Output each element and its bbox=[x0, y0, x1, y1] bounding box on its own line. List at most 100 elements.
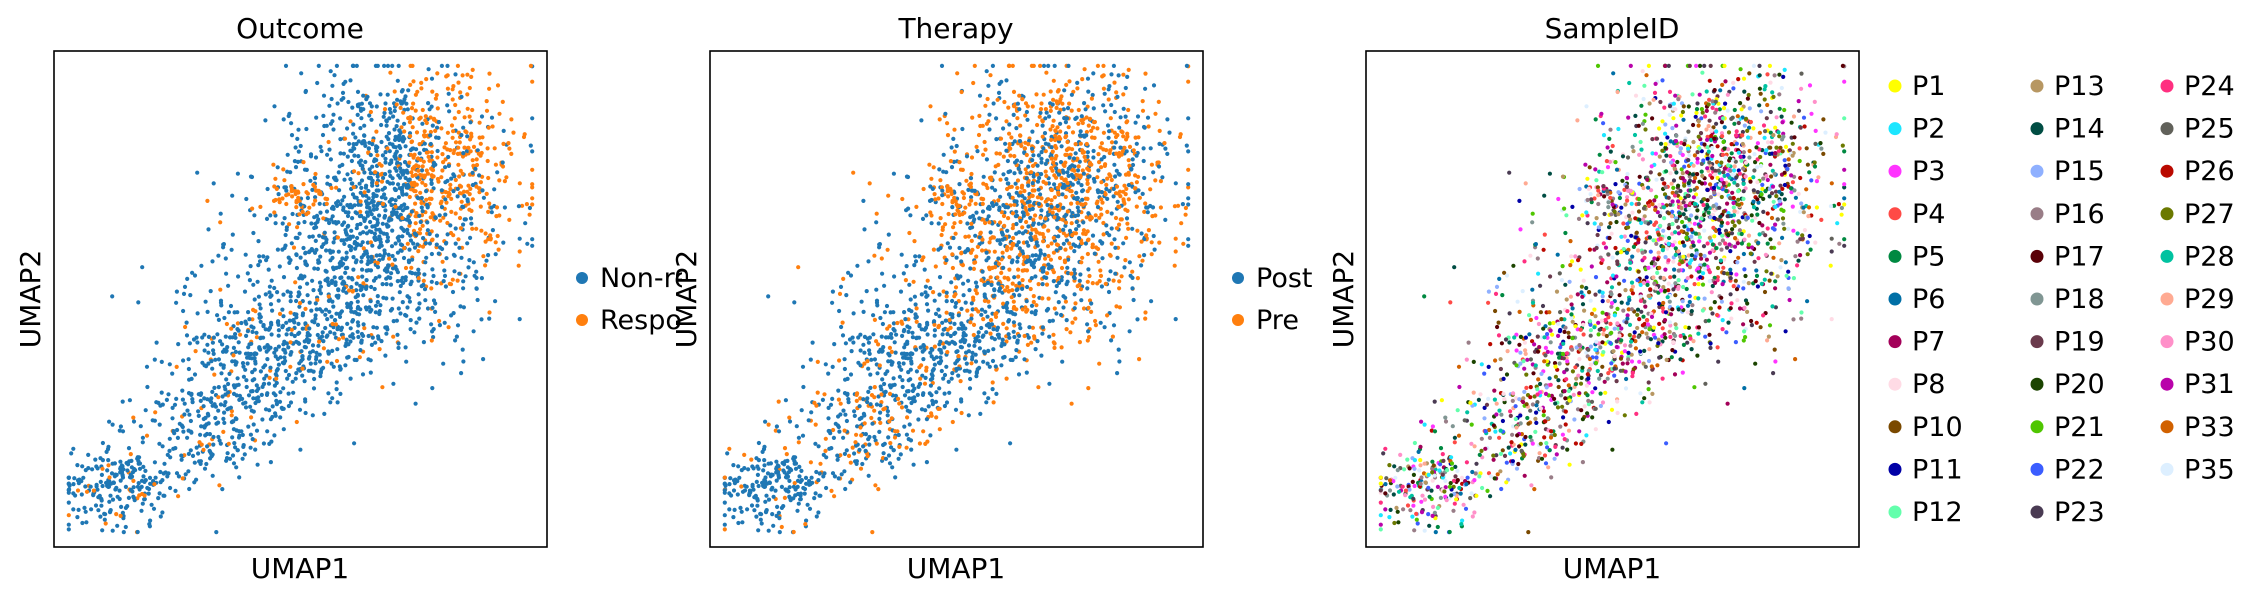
scatter-point bbox=[1083, 231, 1088, 237]
scatter-point bbox=[1031, 153, 1036, 158]
scatter-point bbox=[386, 224, 391, 229]
scatter-point bbox=[1056, 300, 1061, 305]
scatter-point bbox=[143, 408, 148, 413]
scatter-point bbox=[1024, 152, 1029, 158]
scatter-point bbox=[487, 86, 492, 91]
scatter-point bbox=[1020, 286, 1025, 291]
scatter-point bbox=[949, 376, 954, 381]
scatter-point bbox=[379, 243, 384, 248]
scatter-point bbox=[994, 137, 999, 142]
scatter-point bbox=[395, 279, 400, 284]
scatter-point bbox=[922, 267, 927, 272]
scatter-point bbox=[959, 259, 964, 264]
scatter-point bbox=[932, 333, 937, 338]
scatter-point bbox=[988, 73, 993, 78]
scatter-point bbox=[348, 177, 353, 182]
scatter-point bbox=[313, 313, 318, 318]
scatter-point bbox=[352, 357, 357, 362]
scatter-point bbox=[453, 211, 458, 216]
scatter-point bbox=[361, 293, 366, 298]
scatter-point bbox=[480, 188, 485, 193]
scatter-point bbox=[974, 254, 979, 259]
scatter-point bbox=[1121, 106, 1126, 111]
scatter-point bbox=[1072, 196, 1077, 201]
scatter-point bbox=[258, 204, 263, 209]
scatter-point bbox=[1101, 232, 1106, 237]
scatter-point bbox=[368, 219, 373, 225]
scatter-point bbox=[921, 429, 926, 434]
scatter-point bbox=[874, 402, 880, 407]
scatter-point bbox=[917, 324, 922, 329]
scatter-point bbox=[1095, 188, 1100, 193]
scatter-point bbox=[1144, 233, 1149, 238]
scatter-point bbox=[276, 322, 281, 327]
scatter-point bbox=[938, 360, 943, 366]
scatter-point bbox=[377, 347, 382, 352]
scatter-point bbox=[465, 199, 470, 204]
scatter-point bbox=[909, 359, 914, 364]
scatter-point bbox=[341, 81, 346, 86]
scatter-point bbox=[827, 429, 832, 434]
scatter-point bbox=[492, 146, 497, 151]
scatter-point bbox=[106, 458, 111, 463]
scatter-point bbox=[1172, 204, 1177, 209]
scatter-point bbox=[1001, 126, 1006, 131]
scatter-point bbox=[1107, 233, 1112, 238]
scatter-point bbox=[901, 329, 907, 334]
scatter-point bbox=[294, 265, 299, 271]
scatter-point bbox=[835, 423, 841, 428]
scatter-point bbox=[883, 371, 888, 376]
scatter-point bbox=[402, 160, 408, 165]
scatter-point bbox=[274, 368, 279, 373]
scatter-point bbox=[387, 181, 393, 186]
scatter-point bbox=[321, 346, 326, 351]
scatter-point bbox=[392, 89, 397, 94]
scatter-point bbox=[297, 301, 303, 306]
scatter-point bbox=[1186, 237, 1191, 242]
scatter-point bbox=[342, 177, 347, 182]
scatter-point bbox=[1075, 284, 1080, 289]
scatter-point bbox=[236, 340, 241, 345]
scatter-point bbox=[835, 453, 840, 458]
scatter-point bbox=[218, 441, 223, 446]
scatter-point bbox=[292, 312, 297, 317]
scatter-point bbox=[429, 150, 434, 155]
scatter-point bbox=[198, 432, 203, 437]
scatter-point bbox=[1036, 201, 1041, 206]
scatter-point bbox=[378, 172, 384, 177]
scatter-point bbox=[966, 278, 971, 283]
scatter-point bbox=[82, 505, 87, 510]
scatter-point bbox=[267, 375, 272, 380]
scatter-point bbox=[1124, 216, 1130, 221]
scatter-point bbox=[350, 332, 355, 337]
scatter-point bbox=[477, 173, 482, 178]
scatter-point bbox=[315, 332, 320, 338]
scatter-point bbox=[272, 383, 277, 388]
scatter-point bbox=[419, 80, 424, 85]
scatter-point bbox=[459, 94, 464, 99]
scatter-point bbox=[1096, 152, 1101, 157]
scatter-point bbox=[1008, 441, 1013, 446]
scatter-point bbox=[370, 142, 375, 147]
scatter-point bbox=[1160, 175, 1165, 180]
scatter-point bbox=[387, 116, 392, 121]
scatter-point bbox=[749, 503, 755, 508]
scatter-point bbox=[1024, 219, 1029, 225]
scatter-point bbox=[1064, 116, 1070, 121]
scatter-point bbox=[886, 193, 891, 198]
scatter-point bbox=[967, 386, 973, 391]
scatter-point bbox=[1039, 172, 1044, 177]
scatter-point bbox=[998, 177, 1003, 182]
scatter-point bbox=[944, 340, 949, 345]
scatter-point bbox=[443, 190, 448, 195]
scatter-point bbox=[186, 428, 191, 433]
scatter-point bbox=[250, 329, 255, 334]
scatter-point bbox=[357, 355, 362, 360]
scatter-point bbox=[1010, 226, 1015, 231]
scatter-point bbox=[405, 205, 410, 210]
scatter-point bbox=[345, 154, 350, 159]
scatter-point bbox=[313, 155, 319, 160]
scatter-point bbox=[130, 489, 135, 494]
scatter-point bbox=[904, 432, 910, 437]
scatter-point bbox=[937, 406, 942, 411]
